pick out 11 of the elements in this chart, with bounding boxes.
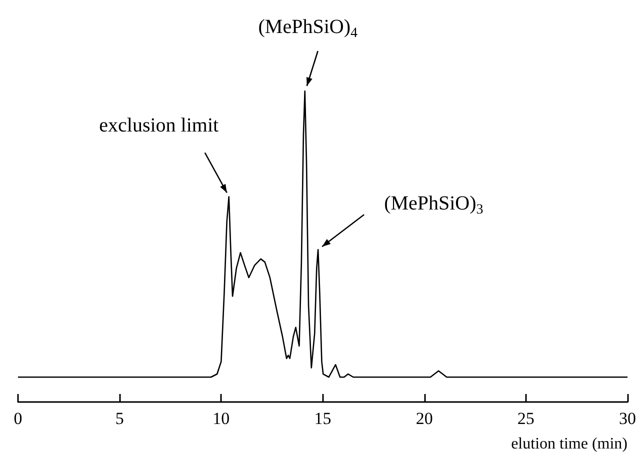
annotation: exclusion limit [99, 114, 220, 137]
x-axis-title: elution time (min) [511, 436, 628, 452]
x-tick-label: 0 [14, 409, 22, 428]
x-tick-label: 20 [416, 409, 433, 428]
x-tick-label: 10 [212, 409, 230, 428]
annotation: (MePhSiO)$_{4}$ [258, 16, 358, 40]
x-tick-label: 5 [115, 409, 124, 428]
x-tick-label: 15 [314, 409, 332, 428]
annotation: (MePhSiO)$_{3}$ [384, 192, 484, 218]
x-tick-label: 30 [619, 409, 636, 428]
x-tick-label: 25 [517, 409, 534, 428]
